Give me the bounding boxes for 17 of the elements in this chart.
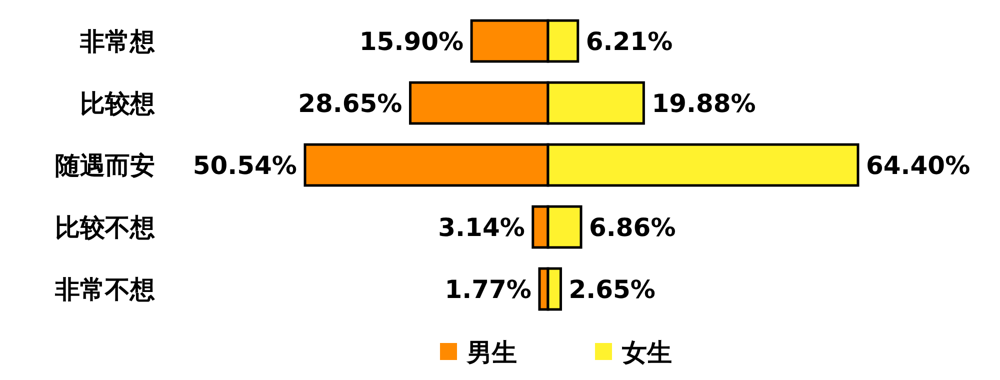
- data-label: 1.77%: [444, 275, 532, 304]
- y-tick-label: 非常想: [79, 27, 155, 56]
- data-label: 15.90%: [359, 27, 464, 56]
- y-tick-label: 随遇而安: [55, 151, 155, 180]
- y-tick-label: 非常不想: [54, 275, 155, 304]
- data-label: 19.88%: [652, 89, 756, 118]
- y-tick-label: 比较不想: [55, 213, 155, 242]
- data-label: 3.14%: [438, 213, 525, 242]
- data-label: 6.86%: [589, 213, 676, 242]
- data-label: 2.65%: [568, 275, 656, 304]
- data-label: 50.54%: [192, 151, 297, 180]
- legend-label: 男生: [466, 338, 517, 367]
- data-label: 6.21%: [586, 27, 673, 56]
- legend-label: 女生: [621, 338, 672, 367]
- y-tick-label: 比较想: [80, 89, 155, 118]
- data-label: 28.65%: [298, 89, 402, 118]
- data-label: 64.40%: [866, 151, 970, 180]
